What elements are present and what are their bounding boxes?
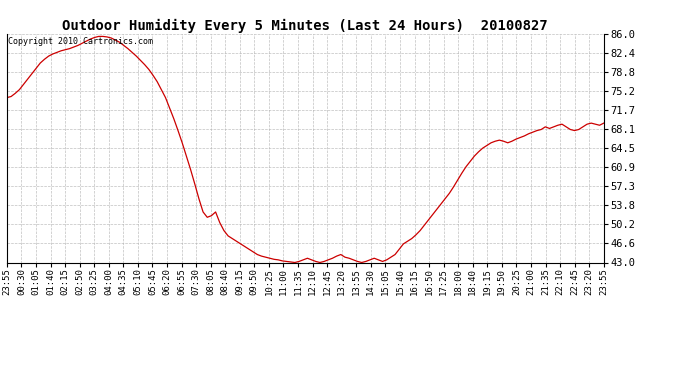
Text: Copyright 2010 Cartronics.com: Copyright 2010 Cartronics.com <box>8 37 153 46</box>
Title: Outdoor Humidity Every 5 Minutes (Last 24 Hours)  20100827: Outdoor Humidity Every 5 Minutes (Last 2… <box>63 18 548 33</box>
